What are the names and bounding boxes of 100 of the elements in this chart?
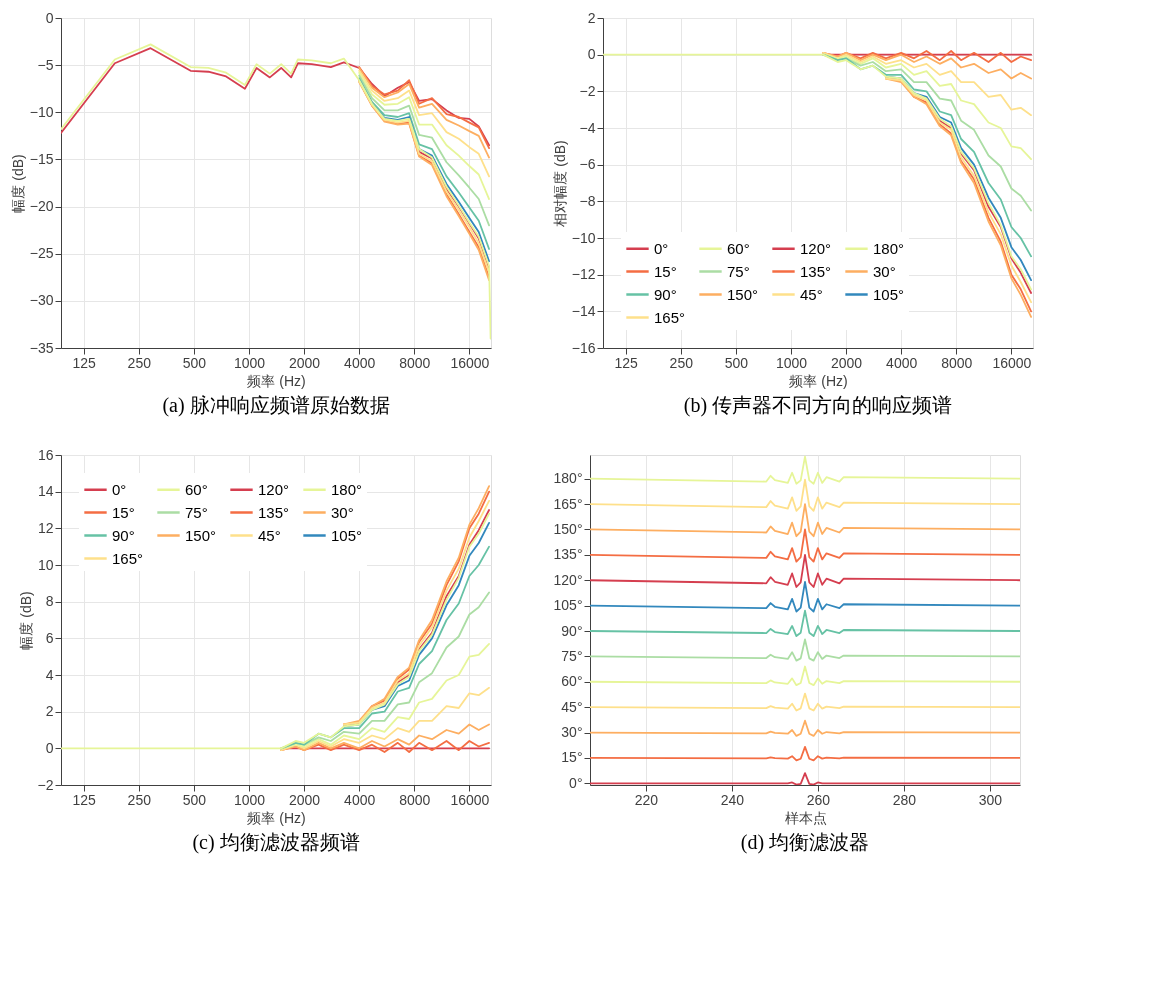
- x-axis-title: 频率 (Hz): [789, 372, 848, 389]
- y-tick-label: −2: [37, 776, 54, 793]
- x-axis-title: 频率 (Hz): [247, 809, 306, 826]
- legend-label: 30°: [873, 262, 896, 280]
- legend-label: 120°: [800, 239, 832, 257]
- y-tick-label: 10: [37, 556, 54, 573]
- x-tick-label: 1000: [233, 354, 266, 371]
- y-tick-label: −30: [29, 292, 54, 309]
- y-tick-label: −10: [571, 229, 596, 246]
- legend-label: 150°: [185, 526, 217, 544]
- legend-label: 105°: [331, 526, 363, 544]
- x-tick-label: 8000: [399, 791, 431, 808]
- y-tick-label: −2: [579, 82, 596, 99]
- y-tick-label: 45°: [561, 698, 583, 715]
- y-tick-label: 15°: [561, 749, 583, 766]
- x-tick-label: 16000: [450, 354, 490, 371]
- x-tick-label: 16000: [450, 791, 490, 808]
- y-tick-label: 150°: [553, 520, 583, 537]
- y-tick-label: 2: [587, 9, 596, 26]
- y-tick-label: 6: [45, 629, 54, 646]
- legend-label: 30°: [331, 503, 354, 521]
- y-tick-label: 75°: [561, 647, 583, 664]
- y-tick-label: −5: [37, 56, 54, 73]
- legend-label: 0°: [654, 239, 669, 257]
- y-tick-label: 12: [37, 519, 54, 536]
- legend-label: 0°: [112, 480, 127, 498]
- legend-label: 60°: [185, 480, 208, 498]
- x-axis-title: 样本点: [784, 809, 827, 826]
- x-axis-title: 频率 (Hz): [247, 372, 306, 389]
- x-tick-label: 4000: [344, 791, 376, 808]
- y-tick-label: −35: [29, 339, 54, 356]
- x-tick-label: 250: [127, 354, 152, 371]
- y-tick-label: 120°: [553, 571, 583, 588]
- y-tick-label: −8: [579, 192, 596, 209]
- y-tick-label: 0: [45, 9, 54, 26]
- x-tick-label: 8000: [399, 354, 431, 371]
- y-tick-label: 105°: [553, 597, 583, 614]
- x-tick-label: 260: [806, 791, 831, 808]
- legend-label: 135°: [800, 262, 832, 280]
- legend-label: 60°: [727, 239, 750, 257]
- x-tick-label: 300: [978, 791, 1003, 808]
- x-tick-label: 125: [72, 791, 97, 808]
- text: (a) 脉冲响应频谱原始数据: [162, 394, 390, 417]
- legend-label: 75°: [185, 503, 208, 521]
- legend-label: 45°: [258, 526, 281, 544]
- y-axis-title: 幅度 (dB): [9, 154, 26, 213]
- y-tick-label: −4: [579, 119, 596, 136]
- y-tick-label: −6: [579, 156, 596, 173]
- x-tick-label: 500: [724, 354, 749, 371]
- y-tick-label: −12: [571, 266, 596, 283]
- x-tick-label: 2000: [288, 791, 321, 808]
- text: (d) 均衡滤波器: [740, 831, 870, 854]
- y-tick-label: 16: [37, 446, 54, 463]
- y-axis-title: 相对幅度 (dB): [551, 140, 568, 227]
- y-tick-label: 135°: [553, 546, 583, 563]
- legend-label: 90°: [112, 526, 135, 544]
- legend-label: 180°: [873, 239, 905, 257]
- legend-label: 150°: [727, 285, 759, 303]
- y-tick-label: 8: [45, 593, 54, 610]
- x-tick-label: 500: [182, 791, 207, 808]
- y-axis-title: 幅度 (dB): [17, 591, 34, 650]
- x-tick-label: 250: [127, 791, 152, 808]
- legend-label: 15°: [112, 503, 135, 521]
- y-tick-label: −10: [29, 103, 54, 120]
- x-tick-label: 125: [614, 354, 639, 371]
- y-tick-label: −16: [571, 339, 596, 356]
- y-tick-label: 90°: [561, 622, 583, 639]
- x-tick-label: 240: [720, 791, 745, 808]
- x-tick-label: 125: [72, 354, 97, 371]
- y-tick-label: −14: [571, 302, 596, 319]
- y-tick-label: 180°: [553, 470, 583, 487]
- x-tick-label: 4000: [886, 354, 918, 371]
- y-tick-label: −20: [29, 198, 54, 215]
- legend-label: 45°: [800, 285, 823, 303]
- x-tick-label: 1000: [233, 791, 266, 808]
- legend-label: 120°: [258, 480, 290, 498]
- x-tick-label: 2000: [288, 354, 321, 371]
- legend-label: 90°: [654, 285, 677, 303]
- x-tick-label: 220: [634, 791, 659, 808]
- y-tick-label: 14: [37, 483, 54, 500]
- x-tick-label: 1000: [775, 354, 808, 371]
- x-tick-label: 280: [892, 791, 917, 808]
- text: (c) 均衡滤波器频谱: [192, 831, 360, 854]
- y-tick-label: 0: [45, 739, 54, 756]
- y-tick-label: 4: [45, 666, 54, 683]
- y-tick-label: 30°: [561, 724, 583, 741]
- x-tick-label: 500: [182, 354, 207, 371]
- y-tick-label: 0°: [569, 774, 583, 791]
- legend-label: 165°: [112, 549, 144, 567]
- x-tick-label: 250: [669, 354, 694, 371]
- y-tick-label: 165°: [553, 495, 583, 512]
- x-tick-label: 2000: [830, 354, 863, 371]
- x-tick-label: 4000: [344, 354, 376, 371]
- y-tick-label: 0: [587, 46, 596, 63]
- y-tick-label: −25: [29, 245, 54, 262]
- y-tick-label: −15: [29, 150, 54, 167]
- text: (b) 传声器不同方向的响应频谱: [683, 394, 953, 417]
- legend-label: 105°: [873, 285, 905, 303]
- y-tick-label: 2: [45, 703, 54, 720]
- y-tick-label: 60°: [561, 673, 583, 690]
